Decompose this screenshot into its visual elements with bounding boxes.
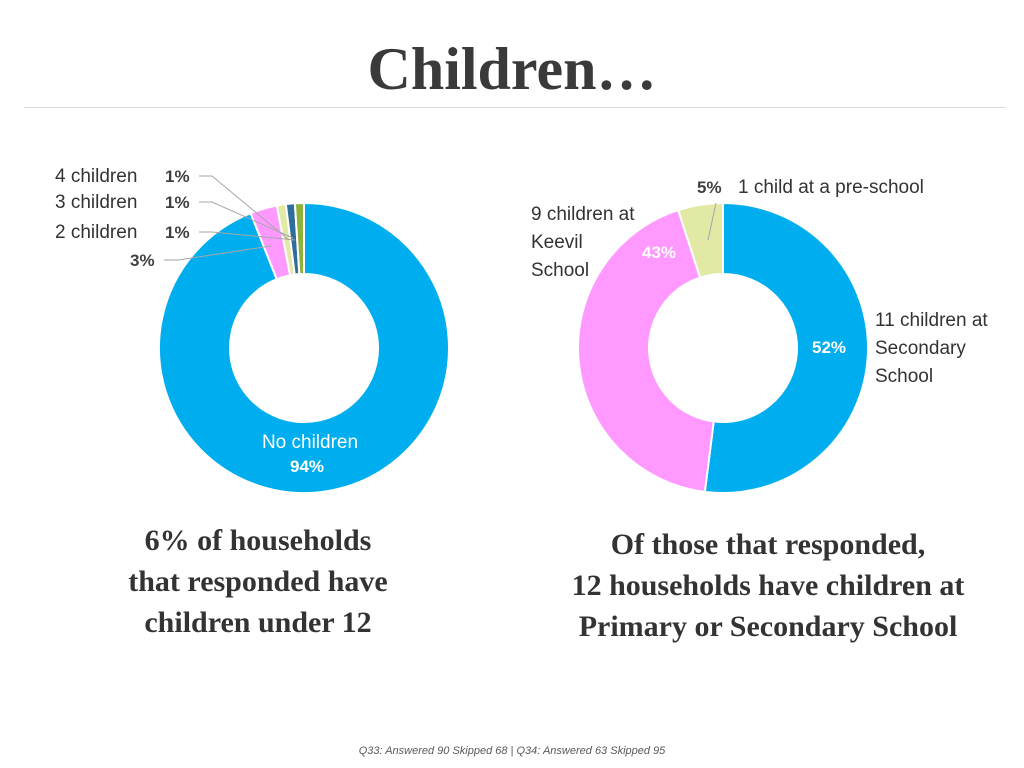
label-pre-school: 1 child at a pre-school (738, 177, 924, 198)
label-secondary-line2: Secondary (875, 338, 966, 359)
summary-left-line2: that responded have (128, 565, 388, 598)
left-chart-labels: 4 children 1% 3 children 1% 2 children 1… (55, 166, 358, 476)
label-3-children: 3 children (55, 192, 137, 213)
value-3-percent-slice: 3% (130, 251, 155, 270)
leader-3-children (199, 201, 294, 239)
label-secondary-line1: 11 children at (875, 310, 988, 331)
label-secondary-line3: School (875, 366, 933, 387)
label-keevil-line3: School (531, 260, 589, 281)
leader-pre-school (707, 202, 717, 241)
value-keevil: 43% (642, 243, 676, 262)
title-divider (24, 107, 1006, 108)
summary-right-line1: Of those that responded, (610, 528, 926, 561)
schools-slice-1 (577, 208, 715, 493)
footnote: Q33: Answered 90 Skipped 68 | Q34: Answe… (358, 745, 666, 757)
summary-right-line2: 12 households have children at (571, 569, 965, 602)
slide-title: Children… (367, 36, 657, 102)
summary-left-line1: 6% of households (144, 524, 372, 557)
right-chart-labels: 5% 1 child at a pre-school 9 children at… (531, 177, 988, 387)
value-2-children: 1% (165, 223, 190, 242)
label-2-children: 2 children (55, 222, 137, 243)
donut-chart-schools (577, 201, 869, 494)
households-slice-4 (293, 201, 305, 276)
leader-4-children (199, 175, 290, 241)
label-no-children: No children (262, 432, 358, 453)
value-secondary: 52% (812, 338, 846, 357)
label-keevil-line2: Keevil (531, 232, 583, 253)
label-4-children: 4 children (55, 166, 137, 187)
summary-right-line3: Primary or Secondary School (578, 610, 958, 643)
value-4-children: 1% (165, 167, 190, 186)
donut-chart-households (158, 201, 450, 494)
households-slice-0 (158, 201, 450, 494)
summary-left-line3: children under 12 (144, 606, 372, 639)
schools-slice-0 (703, 201, 869, 494)
value-pre-school: 5% (697, 178, 722, 197)
value-3-children: 1% (165, 193, 190, 212)
summary-right: Of those that responded, 12 households h… (528, 524, 1008, 647)
leader-2-children (199, 231, 296, 241)
value-no-children: 94% (290, 457, 324, 476)
summary-left: 6% of households that responded have chi… (88, 520, 428, 643)
label-keevil-line1: 9 children at (531, 204, 635, 225)
leader-3-percent-slice (164, 245, 272, 261)
